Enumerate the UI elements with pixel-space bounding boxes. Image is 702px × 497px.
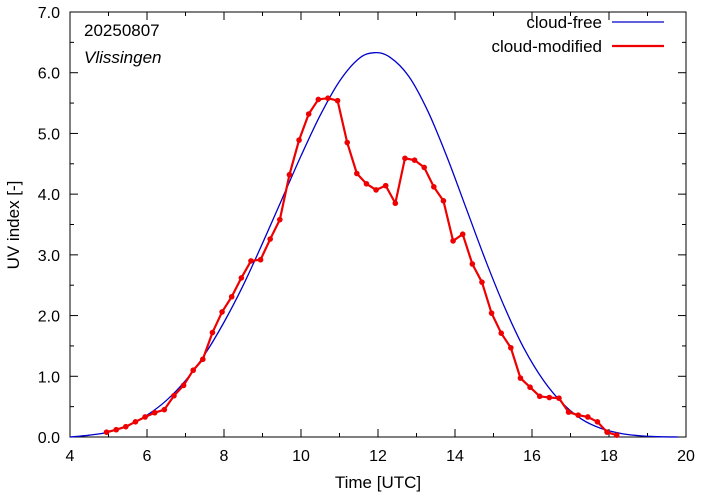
data-point-cloud-modified: [180, 382, 187, 389]
plot-frame: [69, 11, 687, 438]
x-tick-label: 6: [143, 448, 152, 465]
legend-label-cloud-free: cloud-free: [526, 13, 602, 32]
y-tick-label: 1.0: [38, 369, 60, 386]
data-point-cloud-modified: [334, 97, 341, 104]
data-point-cloud-modified: [344, 139, 351, 146]
data-point-cloud-modified: [604, 429, 610, 435]
data-point-cloud-modified: [459, 231, 466, 238]
data-point-cloud-modified: [431, 184, 437, 190]
data-point-cloud-modified: [161, 406, 168, 413]
data-point-cloud-modified: [142, 414, 148, 420]
legend: cloud-free cloud-modified: [491, 13, 664, 56]
data-point-cloud-modified: [411, 157, 418, 163]
data-point-cloud-modified: [305, 111, 312, 117]
data-point-cloud-modified: [508, 344, 514, 351]
data-point-cloud-modified: [392, 200, 399, 207]
x-tick-label: 12: [369, 448, 387, 465]
x-tick-label: 16: [523, 448, 541, 465]
data-point-cloud-modified: [421, 164, 428, 171]
data-point-cloud-modified: [402, 155, 408, 162]
data-point-cloud-modified: [296, 137, 302, 143]
x-tick-label: 18: [600, 448, 618, 465]
data-point-cloud-modified: [151, 409, 158, 416]
data-point-cloud-modified: [469, 261, 476, 267]
data-point-cloud-modified: [228, 293, 235, 300]
series-line-cloud-free: [69, 51, 679, 438]
data-point-cloud-modified: [565, 409, 572, 415]
data-point-cloud-modified: [498, 330, 505, 336]
data-point-cloud-modified: [546, 394, 553, 401]
data-point-cloud-modified: [488, 310, 495, 316]
series-layer: [69, 51, 679, 438]
y-tick-label: 7.0: [38, 5, 60, 22]
data-point-cloud-modified: [257, 256, 264, 263]
station-annotation: Vlissingen: [84, 48, 162, 67]
x-axis-label: Time [UTC]: [335, 473, 421, 492]
data-point-cloud-modified: [382, 182, 389, 189]
data-point-cloud-modified: [575, 412, 581, 418]
data-point-cloud-modified: [277, 216, 283, 223]
data-point-cloud-modified: [354, 170, 360, 177]
y-tick-label: 2.0: [38, 309, 60, 326]
data-point-cloud-modified: [113, 426, 119, 433]
data-point-cloud-modified: [517, 375, 524, 381]
data-point-cloud-modified: [209, 329, 216, 336]
x-tick-label: 8: [220, 448, 229, 465]
data-point-cloud-modified: [325, 95, 331, 102]
x-tick-label: 10: [292, 448, 310, 465]
x-tick-label: 4: [66, 448, 75, 465]
data-point-cloud-modified: [190, 367, 196, 374]
data-point-cloud-modified: [267, 236, 274, 242]
data-point-cloud-modified: [536, 393, 543, 400]
data-point-cloud-modified: [238, 275, 245, 281]
data-point-cloud-modified: [594, 419, 601, 425]
data-point-cloud-modified: [315, 96, 322, 103]
y-tick-label: 6.0: [38, 66, 60, 83]
axis-tick-labels: 4 6 8 10 12 14 16 18 20 0.0 1.0 2.0 3.0 4.0 5.0 6.0 7.0: [38, 5, 695, 465]
x-tick-label: 14: [446, 448, 464, 465]
data-point-cloud-modified: [450, 238, 456, 244]
x-tick-label: 20: [677, 448, 695, 465]
data-point-cloud-modified: [527, 384, 533, 391]
data-point-cloud-modified: [363, 181, 370, 187]
axis-ticks: [69, 11, 687, 438]
data-point-cloud-modified: [171, 392, 177, 399]
y-axis-label: UV index [-]: [4, 181, 23, 270]
data-point-cloud-modified: [248, 258, 254, 264]
data-point-cloud-modified: [373, 187, 379, 193]
data-point-cloud-modified: [613, 432, 620, 438]
y-tick-label: 3.0: [38, 248, 60, 265]
y-tick-label: 0.0: [38, 430, 60, 447]
data-point-cloud-modified: [200, 356, 206, 363]
data-point-cloud-modified: [479, 279, 485, 285]
data-point-cloud-modified: [103, 429, 110, 435]
date-annotation: 20250807: [84, 21, 160, 40]
data-point-cloud-modified: [440, 198, 447, 204]
y-tick-label: 5.0: [38, 126, 60, 143]
data-point-cloud-modified: [585, 414, 591, 420]
data-point-cloud-modified: [219, 309, 225, 315]
data-point-cloud-modified: [556, 395, 562, 401]
data-point-cloud-modified: [123, 423, 129, 430]
legend-label-cloud-modified: cloud-modified: [491, 37, 602, 56]
data-point-cloud-modified: [132, 419, 139, 425]
y-tick-label: 4.0: [38, 187, 60, 204]
data-point-cloud-modified: [286, 171, 293, 178]
